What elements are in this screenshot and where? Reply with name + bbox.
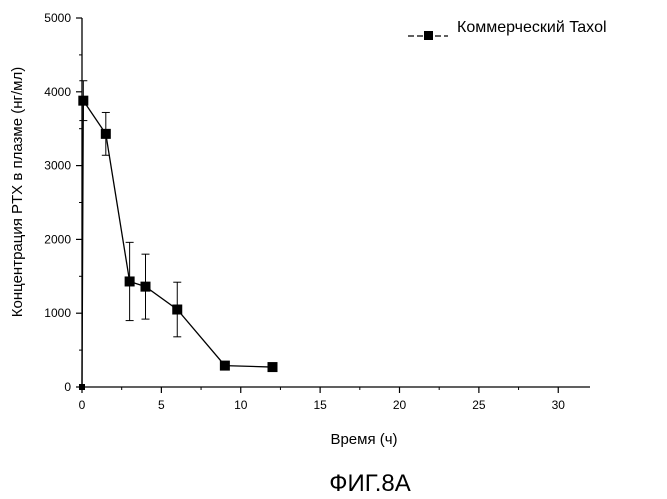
x-tick-label: 15 [313,398,327,412]
x-tick-label: 20 [393,398,407,412]
y-tick-label: 5000 [44,11,71,25]
data-point [140,281,151,292]
y-ticks: 0 1000 2000 3000 4000 5000 [44,11,82,394]
legend-label: Коммерческий Taxol [457,19,607,36]
data-point [172,304,183,315]
legend: Коммерческий Taxol [408,19,607,40]
data-point [219,360,230,371]
data-point [267,362,278,373]
y-tick-label: 2000 [44,232,71,246]
y-tick-label: 1000 [44,306,71,320]
x-tick-label: 25 [472,398,486,412]
data-point [79,384,85,390]
x-axis-title: Время (ч) [330,431,397,448]
x-tick-label: 5 [158,398,165,412]
data-point [78,95,89,106]
axes [81,18,590,388]
legend-marker [424,31,433,40]
x-tick-label: 30 [552,398,566,412]
x-ticks: 0 5 10 15 20 25 30 [79,387,566,412]
series-layer [78,80,278,390]
y-tick-label: 3000 [44,159,71,173]
y-axis-title: Концентрация PTX в плазме (нг/мл) [9,67,26,317]
data-point [100,128,111,139]
x-tick-label: 0 [79,398,86,412]
figure-caption: ФИГ.8А [329,470,411,497]
y-tick-label: 4000 [44,85,71,99]
y-tick-label: 0 [64,380,71,394]
data-point [124,276,135,287]
x-tick-label: 10 [234,398,248,412]
series-line [81,98,273,388]
